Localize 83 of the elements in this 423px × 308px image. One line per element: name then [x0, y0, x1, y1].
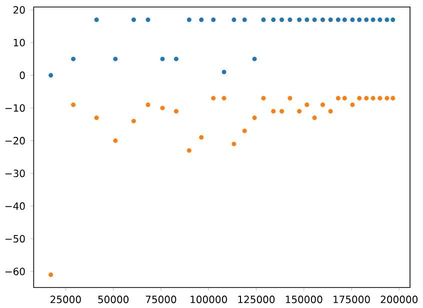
y-tick-label: −50	[6, 234, 25, 242]
point	[370, 96, 376, 100]
point	[113, 56, 118, 61]
point	[232, 17, 236, 22]
point	[304, 102, 310, 107]
point	[199, 134, 204, 140]
point	[160, 106, 165, 110]
point	[146, 102, 150, 107]
x-tick-label: 175000	[334, 295, 370, 303]
point	[222, 96, 226, 100]
y-tick-label: −60	[6, 267, 25, 276]
point	[211, 96, 216, 100]
point	[186, 17, 192, 22]
point	[261, 96, 266, 100]
point	[232, 141, 236, 146]
y-tick-label: −20	[6, 136, 25, 144]
point	[242, 128, 247, 133]
point	[174, 108, 178, 114]
x-tick-label: 25000	[50, 295, 81, 303]
point	[280, 108, 284, 114]
point	[131, 118, 136, 124]
point	[94, 115, 99, 120]
point	[390, 96, 396, 100]
point	[328, 108, 333, 114]
x-tick-label: 100000	[190, 295, 227, 303]
point	[364, 96, 369, 100]
point	[280, 17, 284, 22]
point	[357, 17, 362, 22]
x-tick-label: 150000	[286, 295, 322, 303]
x-tick-label: 200000	[380, 295, 418, 303]
point	[71, 102, 76, 107]
point	[390, 17, 396, 22]
point	[357, 96, 362, 100]
y-tick-label: 0	[20, 71, 25, 79]
point	[336, 17, 340, 22]
point	[146, 17, 150, 22]
point	[364, 17, 369, 22]
point	[252, 56, 257, 61]
point	[320, 17, 326, 22]
point	[384, 96, 390, 100]
point	[48, 272, 54, 277]
y-tick-label: −30	[6, 169, 25, 177]
point	[271, 108, 276, 114]
point	[370, 17, 376, 22]
point	[261, 17, 266, 22]
y-tick-label: −40	[6, 202, 25, 210]
point	[297, 108, 302, 114]
point	[312, 115, 317, 120]
point	[384, 17, 390, 22]
point	[288, 96, 292, 100]
point	[113, 138, 118, 143]
y-tick-label: 20	[14, 6, 25, 14]
point	[342, 96, 347, 100]
point	[160, 56, 165, 61]
y-tick-label: −10	[6, 104, 25, 112]
point	[297, 17, 302, 22]
point	[131, 17, 136, 22]
y-tick-label: 10	[14, 38, 25, 46]
point	[304, 17, 310, 22]
point	[378, 96, 382, 100]
point	[71, 56, 76, 61]
point	[222, 70, 226, 74]
point	[328, 17, 333, 22]
point	[342, 17, 347, 22]
point	[378, 17, 382, 22]
point	[271, 17, 276, 22]
x-tick-label: 50000	[98, 295, 129, 303]
point	[211, 17, 216, 22]
point	[312, 17, 317, 22]
point	[288, 17, 292, 22]
point	[48, 72, 54, 78]
point	[350, 17, 355, 22]
x-tick-label: 75000	[146, 295, 176, 303]
point	[252, 115, 257, 120]
x-tick-label: 125000	[238, 295, 275, 303]
point	[174, 56, 178, 61]
point	[186, 148, 192, 153]
point	[242, 17, 247, 22]
point	[320, 102, 326, 107]
point	[199, 17, 204, 22]
point	[350, 102, 355, 107]
point	[336, 96, 340, 100]
point	[94, 17, 99, 22]
